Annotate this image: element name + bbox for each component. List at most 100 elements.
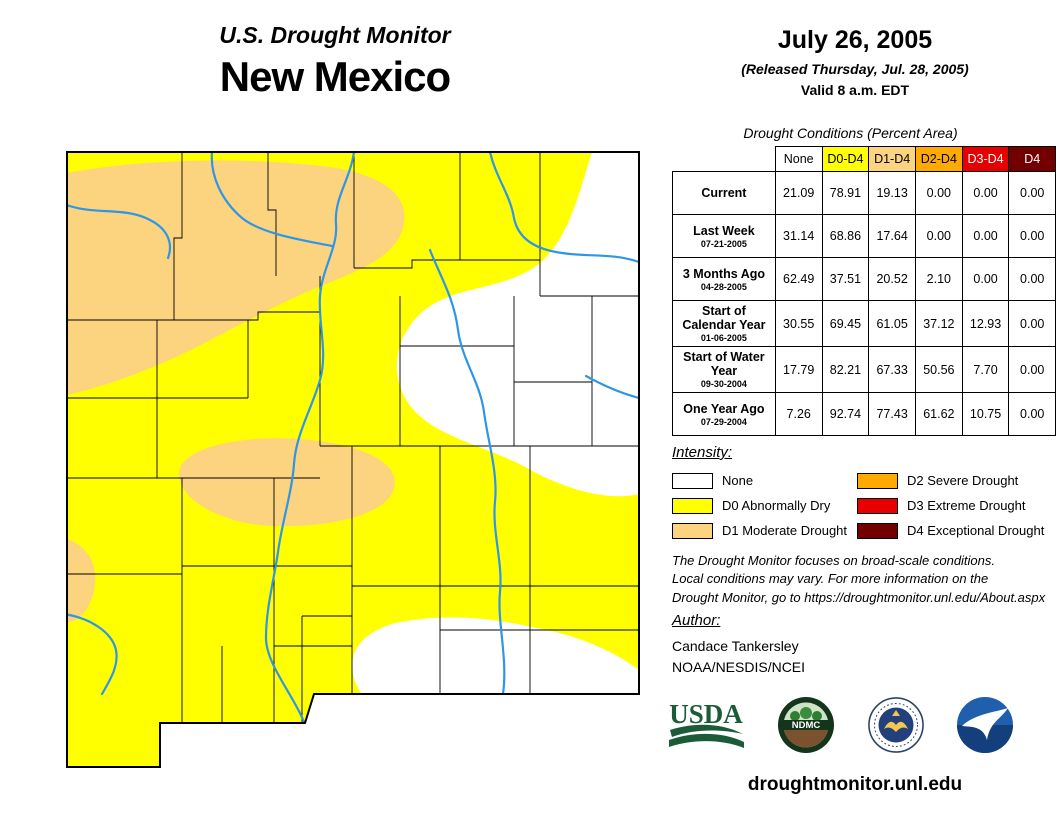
legend-item-d4: D4 Exceptional Drought xyxy=(857,522,1045,539)
legend-label: D0 Abnormally Dry xyxy=(722,498,831,513)
author-title: Author: xyxy=(672,612,721,629)
legend-title: Intensity: xyxy=(672,444,733,461)
cell-value: 69.45 xyxy=(821,300,870,347)
date-block: July 26, 2005 (Released Thursday, Jul. 2… xyxy=(660,26,1050,98)
col-header-d4: D4 xyxy=(1008,146,1056,172)
cell-value: 17.64 xyxy=(868,214,916,258)
legend-item-d1: D1 Moderate Drought xyxy=(672,522,857,539)
cell-value: 50.56 xyxy=(914,346,963,393)
cell-value: 37.12 xyxy=(914,300,963,347)
row-label-date: 04-28-2005 xyxy=(700,281,747,292)
cell-value: 0.00 xyxy=(1008,346,1056,393)
cell-value: 10.75 xyxy=(961,392,1010,436)
cell-value: 17.79 xyxy=(774,346,823,393)
county-boundaries xyxy=(67,152,639,723)
none-regions xyxy=(352,152,639,694)
cell-value: 0.00 xyxy=(1008,257,1056,301)
row-label-text: 3 Months Ago xyxy=(682,266,765,281)
row-label-text: Start of Calendar Year xyxy=(682,304,766,332)
drought-conditions-table: None D0-D4 D1-D4 D2-D4 D3-D4 D4 Current … xyxy=(672,146,1056,436)
noaa-logo xyxy=(956,697,1013,753)
disclaimer-note: The Drought Monitor focuses on broad-sca… xyxy=(672,552,1054,607)
col-header-none: None xyxy=(774,146,823,172)
row-label-one-year-ago: One Year Ago 07-29-2004 xyxy=(672,392,776,436)
table-corner-cell xyxy=(672,146,776,172)
row-label-text: Start of Water Year xyxy=(683,350,765,378)
state-outline xyxy=(66,151,640,768)
cell-value: 0.00 xyxy=(961,257,1010,301)
new-mexico-drought-map xyxy=(62,146,647,781)
cell-value: 0.00 xyxy=(961,171,1010,215)
row-label-3-months-ago: 3 Months Ago 04-28-2005 xyxy=(672,257,776,301)
legend-item-d2: D2 Severe Drought xyxy=(857,472,1044,489)
legend-swatch-d0 xyxy=(672,497,713,514)
legend-label: D2 Severe Drought xyxy=(907,473,1019,488)
svg-text:NDMC: NDMC xyxy=(792,720,821,731)
legend-swatch-d1 xyxy=(672,522,713,539)
cell-value: 0.00 xyxy=(1008,392,1056,436)
cell-value: 7.26 xyxy=(774,392,823,436)
legend-label: D1 Moderate Drought xyxy=(722,523,848,538)
row-label-last-week: Last Week 07-21-2005 xyxy=(672,214,776,258)
col-header-d1d4: D1-D4 xyxy=(868,146,916,172)
cell-value: 67.33 xyxy=(868,346,916,393)
cell-value: 0.00 xyxy=(914,214,963,258)
site-url[interactable]: droughtmonitor.unl.edu xyxy=(747,774,963,795)
cell-value: 0.00 xyxy=(1008,300,1056,347)
legend-swatch-d3 xyxy=(857,497,898,514)
col-header-d2d4: D2-D4 xyxy=(914,146,963,172)
cell-value: 61.62 xyxy=(914,392,963,436)
cell-value: 0.00 xyxy=(961,214,1010,258)
legend-label: D3 Extreme Drought xyxy=(907,498,1026,513)
row-label-start-calendar-year: Start of Calendar Year 01-06-2005 xyxy=(672,300,776,347)
cell-value: 30.55 xyxy=(774,300,823,347)
table-header-row: None D0-D4 D1-D4 D2-D4 D3-D4 D4 xyxy=(672,146,1056,172)
drought-map-svg xyxy=(66,151,640,768)
row-label-text: One Year Ago xyxy=(683,401,765,416)
valid-time: Valid 8 a.m. EDT xyxy=(800,82,910,98)
cell-value: 78.91 xyxy=(821,171,870,215)
cell-value: 77.43 xyxy=(868,392,916,436)
table-row: Last Week 07-21-2005 31.14 68.86 17.64 0… xyxy=(672,214,1056,258)
author-organization: NOAA/NESDIS/NCEI xyxy=(672,659,806,675)
legend-swatch-d4 xyxy=(857,522,898,539)
table-row: Start of Calendar Year 01-06-2005 30.55 … xyxy=(672,300,1056,347)
release-date: (Released Thursday, Jul. 28, 2005) xyxy=(741,61,969,77)
usda-logo: USDA xyxy=(669,699,744,748)
row-label-date: 01-06-2005 xyxy=(700,333,747,343)
legend-item-none: None xyxy=(672,472,857,489)
legend-label: None xyxy=(722,473,754,488)
col-header-d3d4: D3-D4 xyxy=(961,146,1010,172)
row-label-start-water-year: Start of Water Year 09-30-2004 xyxy=(672,346,776,393)
cell-value: 31.14 xyxy=(774,214,823,258)
legend-label: D4 Exceptional Drought xyxy=(907,523,1045,538)
cell-value: 82.21 xyxy=(821,346,870,393)
legend-item-d3: D3 Extreme Drought xyxy=(857,497,1044,514)
cell-value: 68.86 xyxy=(821,214,870,258)
cell-value: 7.70 xyxy=(961,346,1010,393)
row-label-current: Current xyxy=(672,171,776,215)
legend-swatch-d2 xyxy=(857,472,898,489)
table-row: Start of Water Year 09-30-2004 17.79 82.… xyxy=(672,346,1056,393)
river-paths xyxy=(67,152,639,724)
cell-value: 92.74 xyxy=(821,392,870,436)
cell-value: 20.52 xyxy=(868,257,916,301)
commerce-seal-logo xyxy=(867,697,924,753)
note-line: Local conditions may vary. For more info… xyxy=(672,571,989,587)
table-row: 3 Months Ago 04-28-2005 62.49 37.51 20.5… xyxy=(672,257,1056,301)
legend-item-d0: D0 Abnormally Dry xyxy=(672,497,857,514)
author-name: Candace Tankersley xyxy=(672,638,799,654)
cell-value: 0.00 xyxy=(1008,214,1056,258)
cell-value: 0.00 xyxy=(914,171,963,215)
table-row: One Year Ago 07-29-2004 7.26 92.74 77.43… xyxy=(672,392,1056,436)
map-date: July 26, 2005 xyxy=(777,26,933,54)
row-label-date: 07-21-2005 xyxy=(700,238,747,249)
svg-text:USDA: USDA xyxy=(669,699,743,729)
legend: None D0 Abnormally Dry D1 Moderate Droug… xyxy=(672,468,1044,543)
program-title: U.S. Drought Monitor xyxy=(219,22,451,48)
note-line: Drought Monitor, go to https://droughtmo… xyxy=(672,589,1046,605)
table-title: Drought Conditions (Percent Area) xyxy=(743,125,958,141)
cell-value: 21.09 xyxy=(774,171,823,215)
row-label-date: 07-29-2004 xyxy=(700,416,747,427)
cell-value: 2.10 xyxy=(914,257,963,301)
